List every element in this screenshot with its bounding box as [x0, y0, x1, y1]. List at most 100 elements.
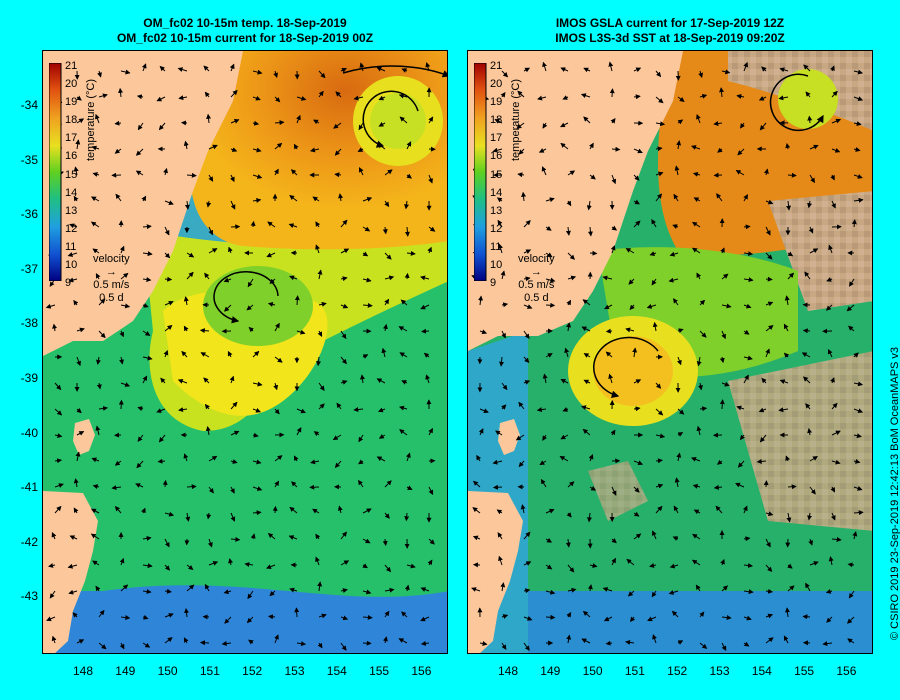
velocity-arrow — [115, 193, 122, 202]
velocity-arrow — [428, 226, 436, 232]
velocity-arrow — [518, 148, 525, 155]
velocity-arrow — [853, 408, 864, 414]
velocity-arrow — [296, 427, 302, 436]
velocity-arrow — [542, 61, 547, 72]
y-axis-label: -39 — [20, 371, 38, 385]
velocity-arrow — [164, 588, 172, 594]
colorbar-tick: 10 — [490, 259, 503, 272]
velocity-arrow — [830, 65, 835, 72]
velocity-arrow — [67, 563, 78, 569]
velocity-arrow — [293, 455, 299, 462]
velocity-arrow — [492, 147, 503, 153]
right-velocity-label: velocity — [518, 253, 555, 265]
velocity-arrow — [95, 425, 101, 436]
velocity-arrow — [266, 252, 276, 258]
velocity-arrow — [398, 93, 408, 99]
velocity-arrow — [523, 330, 530, 339]
velocity-arrow — [230, 512, 236, 522]
y-axis-label: -34 — [20, 98, 38, 112]
velocity-arrow — [54, 483, 64, 488]
velocity-arrow — [399, 116, 408, 124]
velocity-arrow — [274, 120, 285, 126]
velocity-arrow — [545, 614, 556, 620]
velocity-arrow — [315, 221, 321, 228]
velocity-arrow — [831, 536, 842, 542]
velocity-arrow — [156, 96, 166, 102]
velocity-arrow — [428, 538, 435, 545]
velocity-arrow — [652, 634, 657, 644]
velocity-arrow — [49, 590, 56, 599]
x-axis-label: 153 — [709, 664, 730, 678]
velocity-arrow — [778, 95, 789, 101]
velocity-arrow — [496, 509, 503, 515]
velocity-arrow — [381, 347, 387, 358]
colorbar-tick: 21 — [65, 60, 78, 72]
velocity-arrow — [120, 382, 131, 387]
velocity-arrow — [853, 197, 864, 203]
velocity-arrow — [340, 531, 348, 540]
velocity-arrow — [676, 140, 682, 150]
velocity-arrow — [560, 142, 569, 150]
velocity-arrow — [199, 328, 210, 334]
velocity-arrow — [318, 613, 327, 619]
velocity-arrow — [566, 512, 572, 518]
velocity-arrow — [633, 511, 640, 517]
velocity-arrow — [142, 535, 152, 541]
velocity-arrow — [545, 537, 553, 543]
velocity-arrow — [523, 356, 530, 364]
velocity-arrow — [142, 563, 153, 569]
velocity-arrow — [699, 611, 705, 618]
velocity-arrow — [274, 356, 283, 363]
velocity-arrow — [316, 356, 322, 367]
velocity-arrow — [809, 456, 819, 462]
velocity-arrow — [611, 174, 617, 185]
velocity-arrow — [737, 460, 745, 468]
velocity-arrow — [362, 196, 373, 202]
velocity-arrow — [73, 195, 79, 202]
velocity-arrow — [186, 584, 195, 592]
velocity-arrow — [523, 588, 531, 594]
velocity-arrow — [290, 169, 298, 176]
velocity-arrow — [318, 403, 325, 410]
velocity-arrow — [676, 452, 682, 462]
velocity-arrow — [315, 556, 320, 566]
velocity-arrow — [92, 560, 100, 566]
velocity-arrow — [428, 427, 433, 436]
velocity-arrow — [567, 170, 576, 176]
velocity-arrow — [673, 505, 679, 514]
velocity-arrow — [91, 457, 100, 463]
velocity-arrow — [312, 508, 320, 514]
x-axis-label: 151 — [624, 664, 645, 678]
velocity-arrow — [224, 616, 232, 624]
velocity-arrow — [651, 218, 657, 228]
velocity-arrow — [382, 226, 388, 235]
velocity-arrow — [227, 350, 233, 358]
velocity-arrow — [401, 68, 408, 73]
velocity-arrow — [252, 407, 261, 413]
velocity-arrow — [420, 275, 430, 281]
velocity-arrow — [288, 535, 298, 540]
velocity-arrow — [625, 327, 635, 333]
velocity-arrow — [141, 507, 146, 514]
colorbar-tick: 11 — [65, 240, 77, 253]
velocity-arrow — [583, 116, 591, 124]
velocity-arrow — [142, 355, 153, 361]
velocity-arrow — [362, 614, 373, 620]
velocity-arrow — [294, 295, 300, 306]
velocity-arrow — [142, 375, 148, 384]
velocity-arrow — [693, 509, 701, 515]
velocity-arrow — [405, 452, 411, 462]
velocity-arrow — [655, 382, 662, 389]
velocity-arrow — [247, 590, 254, 600]
velocity-arrow — [655, 433, 666, 439]
velocity-arrow — [203, 377, 210, 384]
velocity-arrow — [713, 121, 723, 127]
velocity-arrow — [376, 378, 386, 384]
velocity-arrow — [783, 635, 789, 644]
velocity-arrow — [73, 299, 79, 306]
velocity-arrow — [501, 330, 506, 339]
velocity-arrow — [633, 220, 641, 228]
velocity-arrow — [269, 278, 276, 284]
velocity-arrow — [204, 91, 210, 98]
velocity-arrow — [98, 405, 109, 411]
